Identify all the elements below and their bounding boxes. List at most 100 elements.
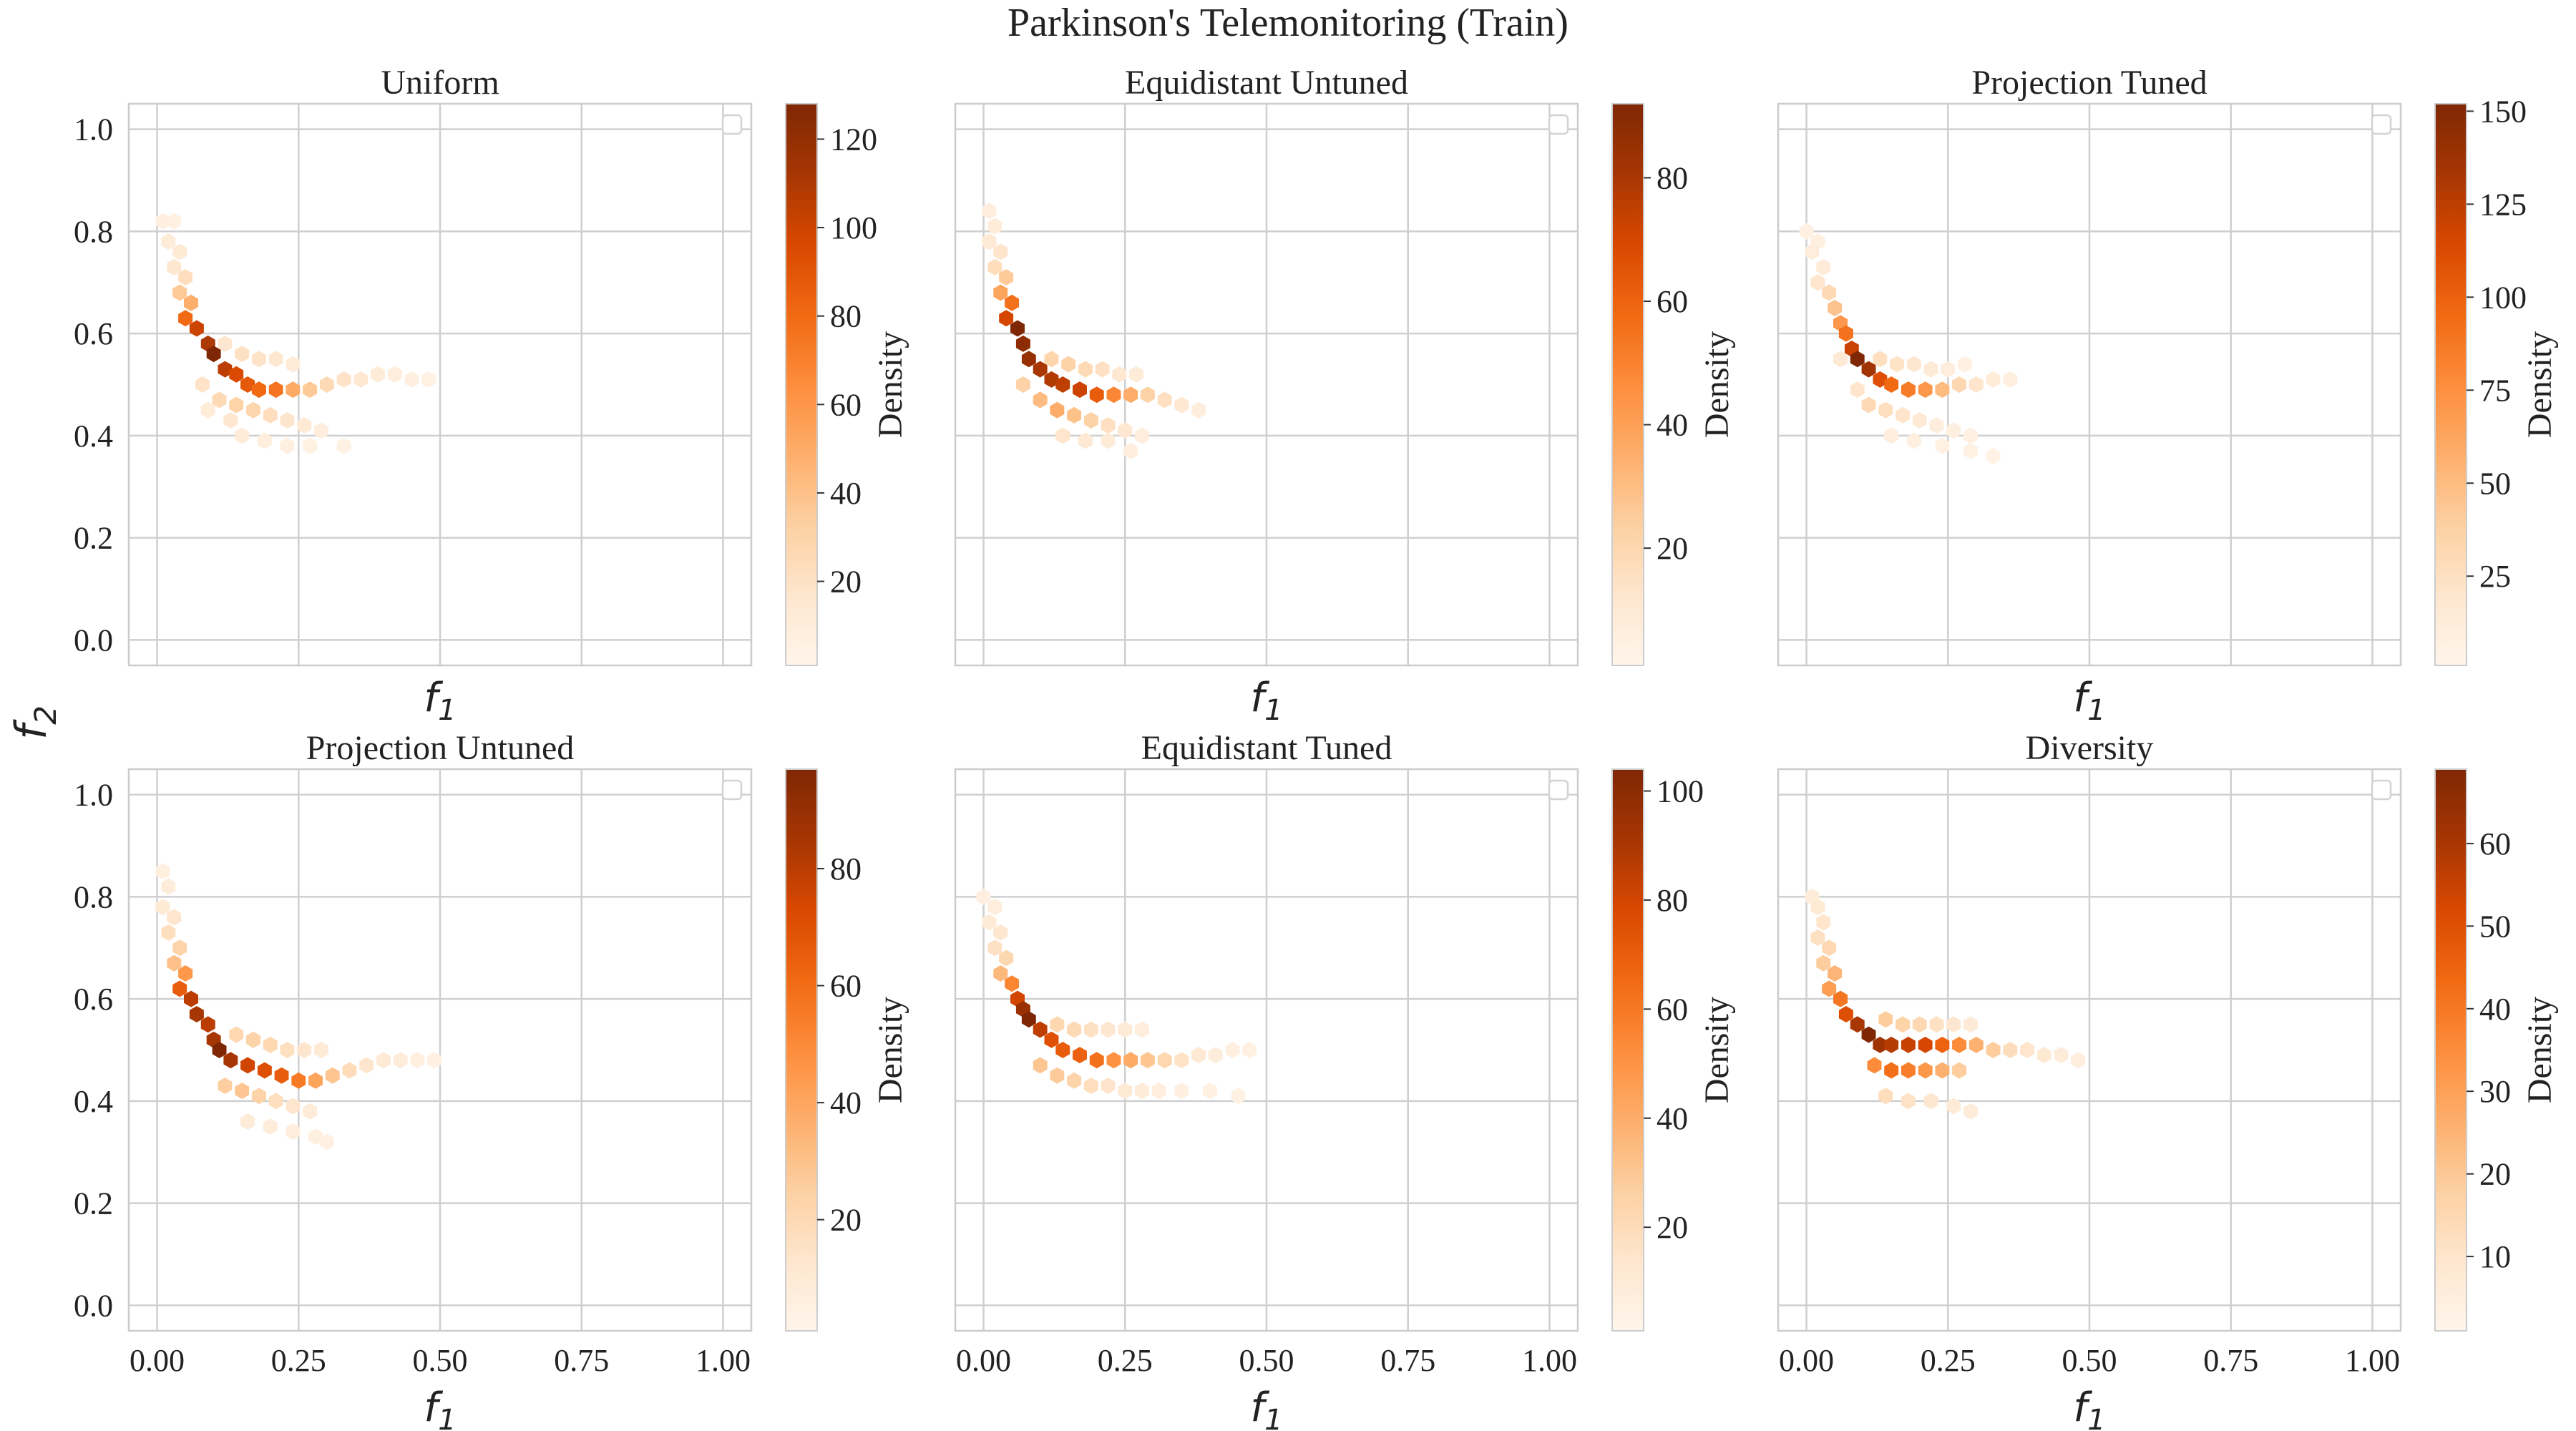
hexbin-cell xyxy=(313,422,328,439)
hexbin-cell xyxy=(1850,381,1865,399)
hexbin-cell xyxy=(1202,1083,1217,1100)
hexbin-cell xyxy=(1906,356,1921,373)
subplot-title: Projection Tuned xyxy=(1971,64,2207,102)
hexbin-cell xyxy=(1923,1093,1938,1110)
subplot-1: Equidistant Untuned f1 20 40 60 80 Density xyxy=(954,64,1736,727)
shared-ylabel-sub: 2 xyxy=(28,705,63,725)
hexbin-cell xyxy=(404,371,419,388)
hexbin-cell xyxy=(1050,401,1065,419)
ytick-label: 1.0 xyxy=(74,778,113,813)
hexbin-cell xyxy=(1935,1036,1950,1053)
hexbin-cell xyxy=(251,1088,266,1105)
hexbin-cell xyxy=(1174,1083,1189,1100)
hexbin-cell xyxy=(286,1123,301,1141)
x-axis-label-sub: 1 xyxy=(1264,1404,1282,1431)
hexbin-cell xyxy=(240,376,255,393)
colorbar-tick-label: 100 xyxy=(2479,280,2527,315)
hexbin-cell xyxy=(1135,1021,1149,1038)
xtick-label: 0.25 xyxy=(1921,1343,1976,1378)
hexbin-cell xyxy=(1901,1062,1916,1079)
ytick-label: 0.2 xyxy=(74,1186,113,1221)
ytick-label: 0.8 xyxy=(74,879,113,914)
hexbin-cell xyxy=(993,965,1008,982)
hexbin-cell xyxy=(263,406,278,424)
hexbin-cell xyxy=(1861,361,1876,378)
hexbin-cell xyxy=(212,1042,227,1058)
hexbin-cell xyxy=(308,1128,323,1146)
hexbin-cell xyxy=(1896,406,1910,424)
hexbin-cell xyxy=(1021,351,1036,368)
hexbin-cell xyxy=(2036,1047,2051,1064)
hexbin-cell xyxy=(1231,1088,1246,1105)
hexbin-cell xyxy=(268,1093,283,1110)
hexbin-cell xyxy=(336,371,351,388)
hexbin-cell xyxy=(982,914,997,931)
hexbin-cell xyxy=(280,412,295,429)
hexbin-cell xyxy=(1816,258,1831,275)
hexbin-cell xyxy=(1799,223,1814,240)
ytick-label: 0.0 xyxy=(74,1288,113,1323)
colorbar-tick-label: 10 xyxy=(2479,1239,2511,1274)
ytick-label: 0.4 xyxy=(74,1084,113,1119)
hexbin-cell xyxy=(982,233,997,250)
hexbin-cell xyxy=(263,1036,278,1053)
hexbin-cell xyxy=(1810,929,1825,946)
panels: Uniform0.00.20.40.60.81.0f12040608010012… xyxy=(74,64,2559,1431)
hexbin-cell xyxy=(155,899,170,916)
hexbin-cell xyxy=(1174,1052,1189,1069)
axes-frame xyxy=(127,102,753,667)
hexbin-cell xyxy=(1901,1093,1916,1110)
hexbin-cell xyxy=(1101,1021,1116,1038)
hexbin-cell xyxy=(1884,376,1899,393)
hexbin-cell xyxy=(1833,351,1848,368)
xtick-label: 0.50 xyxy=(2062,1343,2117,1378)
hexbin-cell xyxy=(387,366,402,383)
colorbar-label: Density xyxy=(2521,331,2559,438)
colorbar-tick-label: 25 xyxy=(2479,559,2511,594)
hexbin-cell xyxy=(1005,975,1020,992)
hexbin-cell xyxy=(1191,401,1206,419)
hexbin-cell xyxy=(1850,1016,1865,1033)
hexbin-cell xyxy=(229,1026,244,1043)
hexbin-cell xyxy=(229,366,244,383)
hexbin-cell xyxy=(280,437,295,454)
xtick-label: 1.00 xyxy=(696,1343,751,1378)
subplot-0: Uniform 0.0 0.2 0.4 0.6 0.8 1.0 f1 20 40 60 80 100 12… xyxy=(74,64,909,727)
colorbar-tick-label: 30 xyxy=(2479,1074,2511,1109)
hexbin-cell xyxy=(297,417,312,434)
hexbin-cell xyxy=(167,954,182,972)
subplot-title: Equidistant Tuned xyxy=(1141,729,1392,767)
hexbin-cell xyxy=(1850,351,1865,368)
hexbin-cell xyxy=(246,1031,260,1048)
hexbin-cell xyxy=(1963,442,1978,459)
colorbar-label: Density xyxy=(872,997,909,1103)
hexbin-cell xyxy=(235,427,250,444)
hexbin-cell xyxy=(1878,401,1893,419)
hexbin-cell xyxy=(987,899,1002,916)
hexbin-cell xyxy=(1044,371,1059,388)
x-axis-label-sub: 1 xyxy=(438,694,456,727)
hexbin-cell xyxy=(1157,1052,1172,1069)
colorbar-tick-label: 80 xyxy=(1657,883,1688,918)
hexbin-cell xyxy=(1963,427,1978,444)
hexbin-cell xyxy=(1010,320,1025,337)
hexbin-cell xyxy=(1140,386,1155,404)
hexbin-cell xyxy=(1135,427,1149,444)
hexbin-cell xyxy=(353,371,369,388)
hexbin-cell xyxy=(342,1062,357,1079)
hexbin-cell xyxy=(1033,1021,1048,1038)
colorbar-tick-label: 60 xyxy=(1657,992,1688,1027)
colorbar-tick-label: 20 xyxy=(1657,531,1688,566)
hexbin-cell xyxy=(1946,422,1961,439)
hexbin-cell xyxy=(2003,371,2018,388)
hexbin-cell xyxy=(280,1042,295,1058)
hexbin-cell xyxy=(1935,437,1950,454)
hexbin-cell xyxy=(1828,300,1843,316)
hexbin-cell xyxy=(987,258,1002,275)
axes-frame xyxy=(954,768,1579,1332)
colorbar xyxy=(785,768,818,1332)
legend-box xyxy=(1548,779,1569,801)
hexbin-cell xyxy=(1810,274,1825,291)
hexbin-cell xyxy=(189,1006,204,1022)
hexbin-cell xyxy=(257,1062,272,1079)
